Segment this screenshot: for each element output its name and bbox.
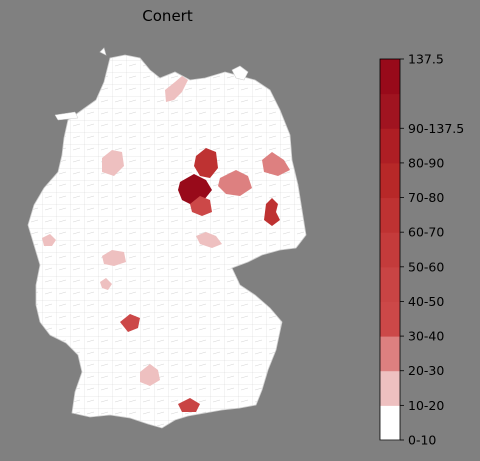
region-berlin-south [218, 170, 252, 196]
region-cologne-area [42, 234, 56, 246]
colorbar-tick-label: 20-30 [408, 363, 444, 378]
map-title: Conert [142, 7, 193, 25]
region-wurzburg-area [120, 314, 140, 332]
colorbar-bin-0-10 [380, 405, 400, 441]
region-lubeck-area [165, 76, 188, 102]
colorbar-tick-label: 40-50 [408, 294, 444, 309]
colorbar-tick-label: 60-70 [408, 225, 444, 240]
region-west-lowsaxony [102, 150, 124, 176]
region-frankfurt-south [100, 278, 112, 290]
colorbar-bin-70-80 [380, 162, 400, 199]
colorbar-tick-label: 137.5 [408, 52, 444, 67]
colorbar-bin-60-70 [380, 197, 400, 233]
colorbar-tick-label: 90-137.5 [408, 121, 464, 136]
colorbar-bin-30-40 [380, 301, 400, 337]
colorbar-bin-max [380, 59, 400, 95]
colorbar-bin-50-60 [380, 232, 400, 268]
colorbar-tick-label: 80-90 [408, 155, 444, 170]
region-leipzig-area [196, 232, 222, 248]
colorbar-bin-40-50 [380, 266, 400, 302]
region-rosenheim-area [178, 398, 200, 412]
colorbar-tick-label: 30-40 [408, 329, 444, 344]
colorbar-tick-label: 0-10 [408, 433, 436, 448]
region-ulm-area [140, 364, 160, 386]
region-south-sa-anhalt [190, 196, 212, 216]
region-brandenburg-north [194, 148, 218, 178]
colorbar-bin-10-20 [380, 370, 400, 406]
colorbar-tick-label: 50-60 [408, 259, 444, 274]
region-hesse-central [102, 250, 126, 266]
colorbar-frame [379, 58, 401, 441]
country-outline [27, 47, 307, 429]
highlighted-regions [42, 76, 290, 412]
colorbar-tick-label: 70-80 [408, 190, 444, 205]
colorbar-tick-label: 10-20 [408, 398, 444, 413]
colorbar-bin-20-30 [380, 336, 400, 372]
region-lausitz [264, 198, 280, 226]
colorbar-bin-90-137.5 [380, 93, 400, 129]
region-east-brandenburg [262, 152, 290, 176]
colorbar-bin-80-90 [380, 128, 400, 164]
